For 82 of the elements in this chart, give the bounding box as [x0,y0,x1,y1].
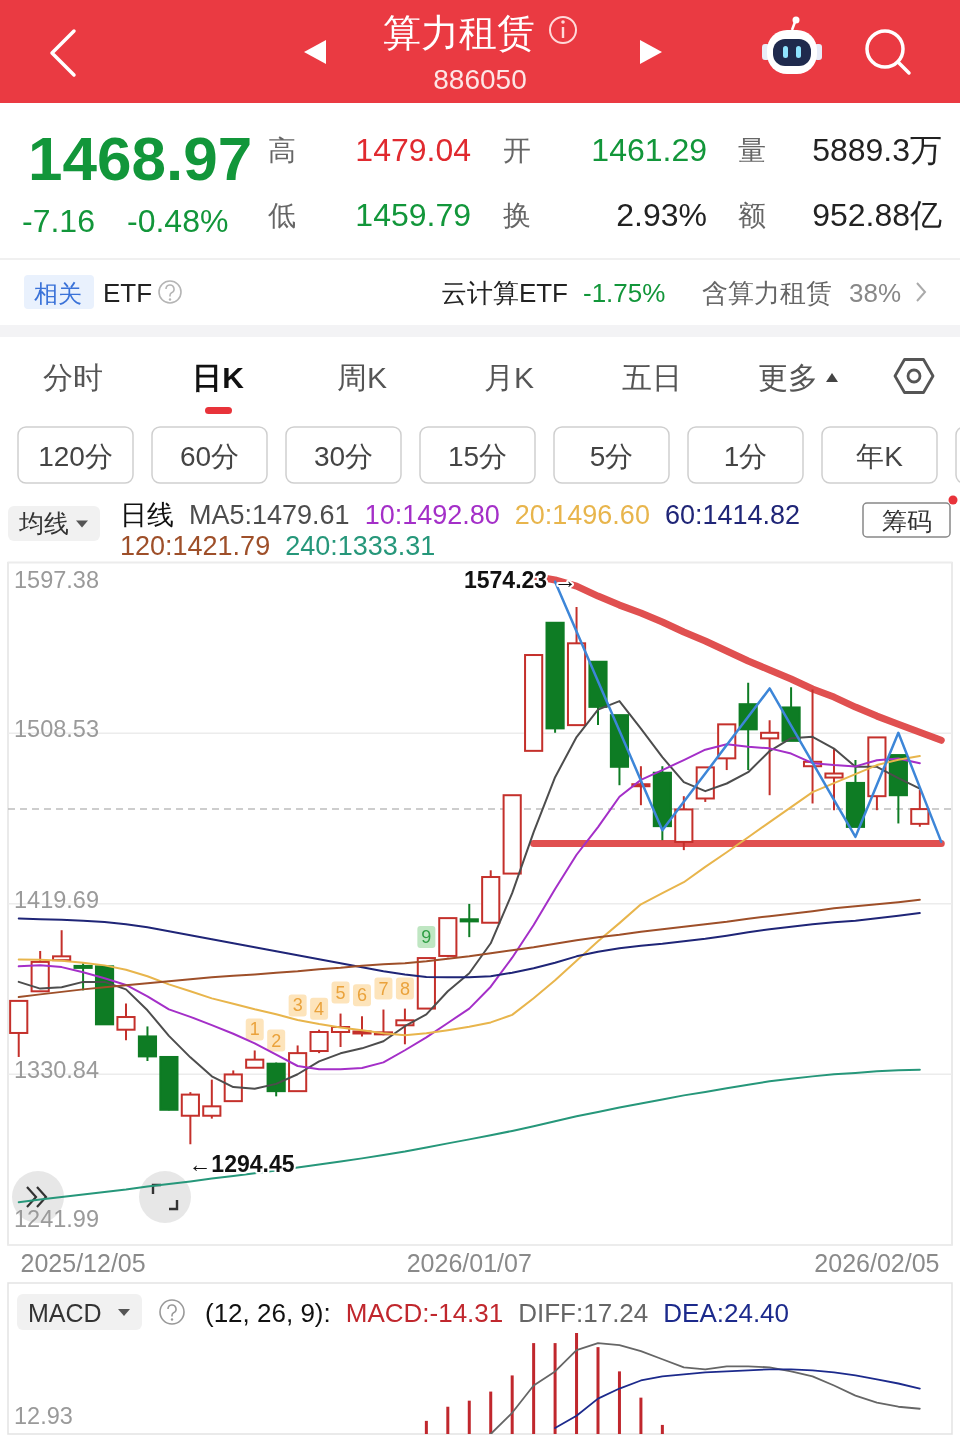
text: 高 [268,135,296,166]
text: 120分 [38,441,113,472]
text: 含算力租赁 [702,278,832,308]
bar [575,1333,579,1434]
control-button: 筹码 [862,502,951,538]
legend-title: (12, 26, 9): [205,1298,331,1328]
bar [424,1420,428,1434]
text: 60分 [179,441,240,472]
text: 952.88亿 [812,197,942,233]
text: 2.93% [616,197,707,233]
text: 额 [738,200,766,231]
text: 2 [271,1030,282,1051]
text: -1.75% [583,278,666,308]
text: 五日 [622,361,682,394]
text: 6 [356,985,368,1006]
text: 换 [503,200,531,231]
text: 算力租赁 [383,12,535,54]
bar [639,1397,643,1434]
series-label: DIFF:17.24 [518,1298,649,1328]
bar [596,1347,600,1434]
text: 4 [314,998,325,1019]
text: 云计算ETF [440,278,568,308]
text: 20:1496.60 [514,500,650,530]
control-dropdown: MACD [17,1294,142,1330]
series-label: DEA:24.40 [663,1298,790,1328]
x-tick-label: 2026/02/05 [814,1249,940,1277]
text: 5 [335,982,346,1003]
bar [553,1343,557,1434]
text: MA5:1479.61 [189,500,350,530]
x-tick-label: 2025/12/05 [20,1249,146,1277]
y-tick-label: 1330.84 [14,1057,99,1084]
text: 月K [483,361,535,394]
text: 更多 [758,361,818,394]
text: 相关 [34,280,82,307]
text: 8 [399,978,410,999]
text: 240:1333.31 [285,531,436,561]
bar [467,1400,471,1434]
bar [446,1406,450,1434]
text: -0.48% [127,203,229,239]
text: ←1294.45 [188,1151,295,1178]
y-tick-label: 1241.99 [14,1206,99,1232]
text: 1461.29 [591,132,707,168]
text: -7.16 [22,203,95,239]
text: 5889.3万 [812,132,942,168]
text: 10:1492.80 [364,500,500,530]
text: 1459.79 [355,197,471,233]
text: 量 [738,135,766,166]
y-tick-label: 1419.69 [14,886,99,913]
text: 1479.04 [355,132,471,168]
text: 年K [856,441,904,472]
bar [489,1391,493,1434]
text: 低 [268,200,296,231]
text: 1468.97 [28,124,253,193]
text: 周K [336,361,388,394]
text: 1 [249,1019,260,1040]
text: 1574.23 → [464,566,577,593]
control-dropdown: 均线 [8,506,100,541]
text: 9 [421,927,432,948]
bar [532,1343,536,1434]
y-tick-label: 1597.38 [14,566,99,593]
text: 日K [192,361,245,394]
text: 分时 [43,361,103,394]
text: 15分 [447,441,508,472]
text: 7 [378,978,389,999]
bar [617,1371,621,1434]
text: ETF [103,278,153,308]
x-tick-label: 2026/01/07 [406,1249,532,1277]
annotation: 12.93 [14,1403,73,1429]
bar [510,1375,514,1434]
text: 开 [503,135,531,166]
text: 3 [292,995,303,1016]
bar [660,1424,664,1434]
text: 38% [849,278,902,308]
text: 1分 [723,441,768,472]
text: 886050 [433,64,527,95]
y-tick-label: 1508.53 [14,716,99,743]
text: 60:1414.82 [664,500,801,530]
text: 120:1421.79 [120,531,271,561]
legend-title: 日线 [120,500,174,530]
text: 5分 [589,441,634,472]
series-label: MACD:-14.31 [345,1298,504,1328]
text: 30分 [313,441,374,472]
